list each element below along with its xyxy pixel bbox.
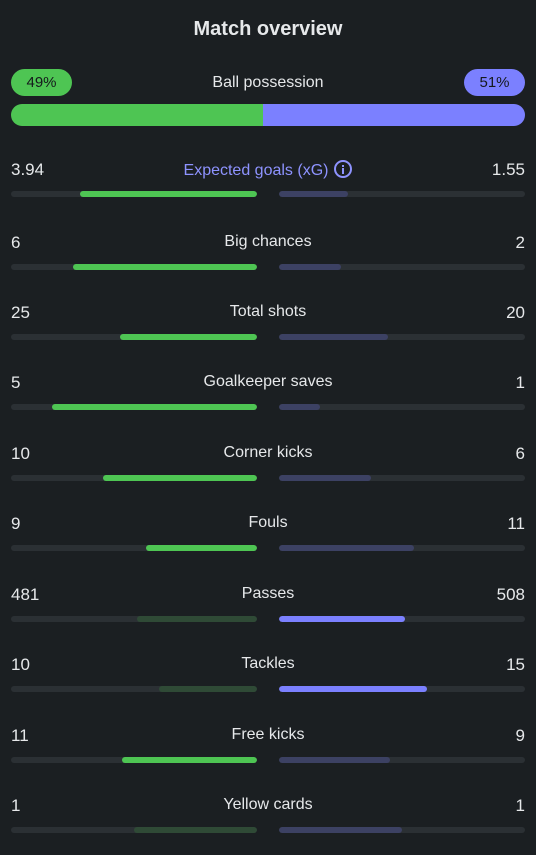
stat-row: 9 Fouls 11 xyxy=(0,514,536,564)
away-stat-bar-track xyxy=(279,545,525,551)
home-stat-bar-fill xyxy=(52,404,257,410)
stat-label: Total shots xyxy=(0,303,536,321)
stat-label: Fouls xyxy=(0,514,536,532)
away-stat-bar-track xyxy=(279,757,525,763)
home-stat-bar-fill xyxy=(72,264,257,270)
away-stat-value: 9 xyxy=(515,726,525,745)
away-stat-value: 508 xyxy=(496,585,525,604)
stat-label-text: Expected goals (xG) xyxy=(183,162,329,179)
possession-bar xyxy=(11,104,525,126)
home-stat-value: 10 xyxy=(11,655,30,674)
away-stat-value: 1.55 xyxy=(491,160,525,179)
home-stat-bar-fill xyxy=(158,686,257,692)
possession-label: Ball possession xyxy=(212,74,324,91)
home-stat-value: 25 xyxy=(11,303,30,322)
away-stat-value: 15 xyxy=(506,655,525,674)
home-stat-bar-track xyxy=(11,264,257,270)
home-stat-bar-fill xyxy=(103,475,257,481)
home-stat-bar-track xyxy=(11,191,257,197)
stat-row: 11 Free kicks 9 xyxy=(0,726,536,776)
away-stat-value: 11 xyxy=(507,514,525,533)
away-stat-bar-fill xyxy=(279,191,348,197)
stat-row: 1 Yellow cards 1 xyxy=(0,796,536,846)
possession-bar-home xyxy=(11,104,263,126)
away-stat-bar-track xyxy=(279,191,525,197)
stat-label: Passes xyxy=(0,585,536,603)
stat-label-text: Total shots xyxy=(229,303,307,320)
stat-row: 10 Tackles 15 xyxy=(0,655,536,705)
away-stat-bar-track xyxy=(279,616,525,622)
home-stat-bar-track xyxy=(11,475,257,481)
stat-label-text: Tackles xyxy=(241,655,295,672)
stat-row: 10 Corner kicks 6 xyxy=(0,444,536,494)
away-possession-badge: 51% xyxy=(464,69,525,96)
stat-label[interactable]: Expected goals (xG) xyxy=(0,160,536,180)
away-stat-bar-track xyxy=(279,686,525,692)
away-stat-bar-track xyxy=(279,827,525,833)
away-stat-bar-track xyxy=(279,264,525,270)
home-stat-bar-fill xyxy=(134,827,257,833)
away-stat-bar-fill xyxy=(279,264,341,270)
stat-label: Goalkeeper saves xyxy=(0,373,536,391)
home-stat-bar-fill xyxy=(146,545,257,551)
home-stat-bar-track xyxy=(11,334,257,340)
away-stat-bar-fill xyxy=(279,334,389,340)
home-possession-badge: 49% xyxy=(11,69,72,96)
home-stat-value: 1 xyxy=(11,796,21,815)
home-stat-bar-track xyxy=(11,616,257,622)
stat-label-text: Passes xyxy=(241,585,295,602)
home-stat-bar-fill xyxy=(120,334,257,340)
away-stat-bar-track xyxy=(279,334,525,340)
home-stat-bar-track xyxy=(11,827,257,833)
home-stat-bar-track xyxy=(11,757,257,763)
away-stat-value: 6 xyxy=(515,444,525,463)
stat-label-text: Free kicks xyxy=(231,726,305,743)
home-stat-value: 11 xyxy=(11,726,29,745)
home-stat-value: 9 xyxy=(11,514,21,533)
away-stat-value: 2 xyxy=(515,233,525,252)
home-stat-bar-track xyxy=(11,545,257,551)
stat-row: 3.94 Expected goals (xG) 1.55 xyxy=(0,160,536,210)
home-stat-value: 481 xyxy=(11,585,40,604)
stat-label-text: Fouls xyxy=(248,514,288,531)
stat-row: 481 Passes 508 xyxy=(0,585,536,635)
away-stat-bar-fill xyxy=(279,686,427,692)
home-stat-value: 5 xyxy=(11,373,21,392)
stat-label-text: Corner kicks xyxy=(223,444,313,461)
home-stat-bar-fill xyxy=(79,191,257,197)
stat-label: Big chances xyxy=(0,233,536,251)
away-stat-bar-fill xyxy=(279,616,406,622)
away-stat-bar-fill xyxy=(279,404,321,410)
away-stat-value: 1 xyxy=(515,796,525,815)
home-stat-bar-fill xyxy=(137,616,257,622)
away-stat-value: 20 xyxy=(506,303,525,322)
away-stat-bar-track xyxy=(279,404,525,410)
possession-bar-away xyxy=(262,104,525,126)
home-stat-value: 10 xyxy=(11,444,30,463)
away-stat-bar-fill xyxy=(279,475,372,481)
stat-row: 5 Goalkeeper saves 1 xyxy=(0,373,536,423)
away-stat-bar-fill xyxy=(279,827,402,833)
home-stat-bar-track xyxy=(11,404,257,410)
stat-label: Corner kicks xyxy=(0,444,536,462)
away-stat-bar-fill xyxy=(279,545,415,551)
home-stat-bar-fill xyxy=(121,757,257,763)
stat-label-text: Goalkeeper saves xyxy=(203,373,333,390)
panel-title: Match overview xyxy=(193,18,343,40)
stat-label-text: Big chances xyxy=(224,233,312,250)
stat-label: Free kicks xyxy=(0,726,536,744)
info-icon[interactable] xyxy=(334,160,353,178)
away-stat-bar-fill xyxy=(279,757,390,763)
stat-label: Tackles xyxy=(0,655,536,673)
away-stat-value: 1 xyxy=(515,373,525,392)
home-stat-value: 3.94 xyxy=(11,160,45,179)
away-stat-bar-track xyxy=(279,475,525,481)
stat-label: Yellow cards xyxy=(0,796,536,814)
home-stat-bar-track xyxy=(11,686,257,692)
stat-row: 6 Big chances 2 xyxy=(0,233,536,283)
stat-row: 25 Total shots 20 xyxy=(0,303,536,353)
stat-label-text: Yellow cards xyxy=(223,796,313,813)
home-stat-value: 6 xyxy=(11,233,21,252)
